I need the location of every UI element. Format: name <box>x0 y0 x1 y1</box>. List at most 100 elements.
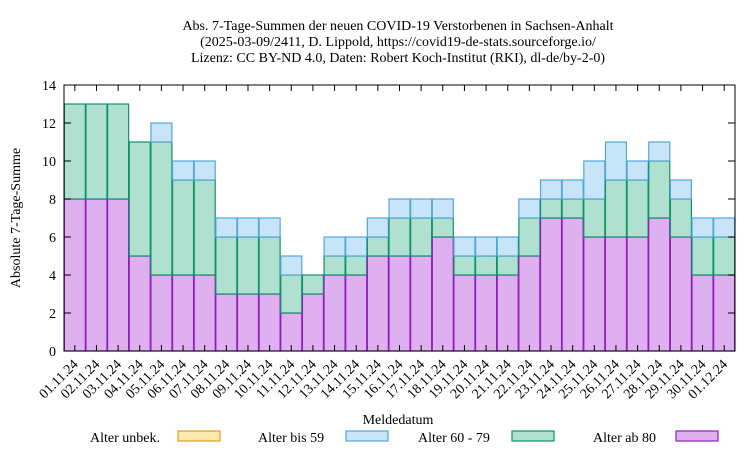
bar-segment <box>301 274 325 295</box>
bar-segment <box>171 179 195 276</box>
bar-segment <box>258 236 281 295</box>
y-tick-label: 8 <box>49 193 56 208</box>
bar-segment <box>388 217 411 257</box>
bar-segment <box>648 141 671 162</box>
y-tick-label: 10 <box>42 155 56 170</box>
legend-label: Alter 60 - 79 <box>418 431 490 446</box>
bar-segment <box>410 255 433 352</box>
bar-segment <box>518 198 541 219</box>
bar-segment <box>323 236 346 257</box>
bar-segment <box>171 274 195 352</box>
legend-swatch <box>511 430 555 442</box>
bar-segment <box>388 255 411 352</box>
bar-segment <box>604 141 628 181</box>
bar-segment <box>669 198 692 238</box>
bar-segment <box>626 179 649 238</box>
bar-segment <box>150 122 173 143</box>
bar-segment <box>453 274 476 352</box>
bar-segment <box>713 236 736 276</box>
bar-segment <box>150 141 173 276</box>
bar-segment <box>626 236 649 352</box>
bar-segment <box>193 179 216 276</box>
bar-segment <box>128 141 151 257</box>
bar-segment <box>583 160 606 200</box>
bar-segment <box>648 217 671 352</box>
bar-segment <box>107 103 130 200</box>
chart-title-line: (2025-03-09/2411, D. Lippold, https://co… <box>200 35 596 50</box>
bar-segment <box>474 255 498 276</box>
bar-segment <box>85 198 108 352</box>
legend-swatch <box>177 430 221 442</box>
legend-label: Alter bis 59 <box>258 431 324 446</box>
y-tick-label: 4 <box>49 269 56 284</box>
bar-segment <box>669 179 692 200</box>
bar-segment <box>366 236 389 257</box>
bar-segment <box>431 236 454 352</box>
bar-segment <box>63 103 86 200</box>
bar-segment <box>258 217 281 238</box>
bar-segment <box>518 255 541 352</box>
bars-group <box>63 103 736 352</box>
legend-label: Alter ab 80 <box>593 431 656 446</box>
bar-segment <box>453 236 476 257</box>
bar-segment <box>496 236 519 257</box>
bar-segment <box>691 274 714 352</box>
bar-segment <box>323 255 346 276</box>
bar-segment <box>604 236 628 352</box>
bar-segment <box>713 217 736 238</box>
y-tick-label: 2 <box>49 307 56 322</box>
bar-segment <box>691 217 714 238</box>
bar-segment <box>193 274 216 352</box>
bar-segment <box>539 217 563 352</box>
bar-segment <box>583 198 606 238</box>
bar-segment <box>496 255 519 276</box>
legend-swatch <box>675 430 719 442</box>
bar-segment <box>171 160 195 181</box>
bar-segment <box>539 198 563 219</box>
bar-segment <box>388 198 411 219</box>
bar-segment <box>215 236 238 295</box>
bar-segment <box>236 217 260 238</box>
bar-segment <box>345 236 368 257</box>
bar-segment <box>431 198 454 219</box>
bar-segment <box>474 274 498 352</box>
y-axis: 0 2 4 6 8 10 12 14 <box>42 79 735 360</box>
bar-segment <box>518 217 541 257</box>
bar-segment <box>410 217 433 257</box>
bar-segment <box>583 236 606 352</box>
bar-segment <box>236 293 260 352</box>
bar-segment <box>691 236 714 276</box>
chart-title: Abs. 7-Tage-Summen der neuen COVID-19 Ve… <box>182 19 613 66</box>
bar-segment <box>561 217 584 352</box>
bar-segment <box>604 179 628 238</box>
legend: Alter unbek. Alter bis 59 Alter 60 - 79 Alt… <box>90 430 719 446</box>
bar-segment <box>669 236 692 352</box>
bar-segment <box>128 255 151 352</box>
bar-segment <box>215 217 238 238</box>
y-axis-label: Absolute 7-Tage-Summe <box>9 148 24 288</box>
bar-segment <box>301 293 325 352</box>
y-tick-label: 6 <box>49 231 56 246</box>
bar-segment <box>345 274 368 352</box>
bar-segment <box>150 274 173 352</box>
bar-segment <box>280 274 303 314</box>
legend-swatch <box>345 430 389 442</box>
legend-label: Alter unbek. <box>90 431 160 446</box>
bar-segment <box>474 236 498 257</box>
y-tick-label: 14 <box>42 79 56 94</box>
bar-segment <box>561 198 584 219</box>
bar-segment <box>561 179 584 200</box>
bar-segment <box>258 293 281 352</box>
bar-segment <box>215 293 238 352</box>
bar-segment <box>345 255 368 276</box>
bar-segment <box>366 217 389 238</box>
bar-segment <box>431 217 454 238</box>
bar-segment <box>496 274 519 352</box>
bar-segment <box>410 198 433 219</box>
y-tick-label: 12 <box>42 117 56 132</box>
x-axis-label: Meldedatum <box>363 413 434 428</box>
chart-title-line: Lizenz: CC BY-ND 4.0, Daten: Robert Koch… <box>191 51 605 66</box>
bar-segment <box>85 103 108 200</box>
bar-segment <box>453 255 476 276</box>
